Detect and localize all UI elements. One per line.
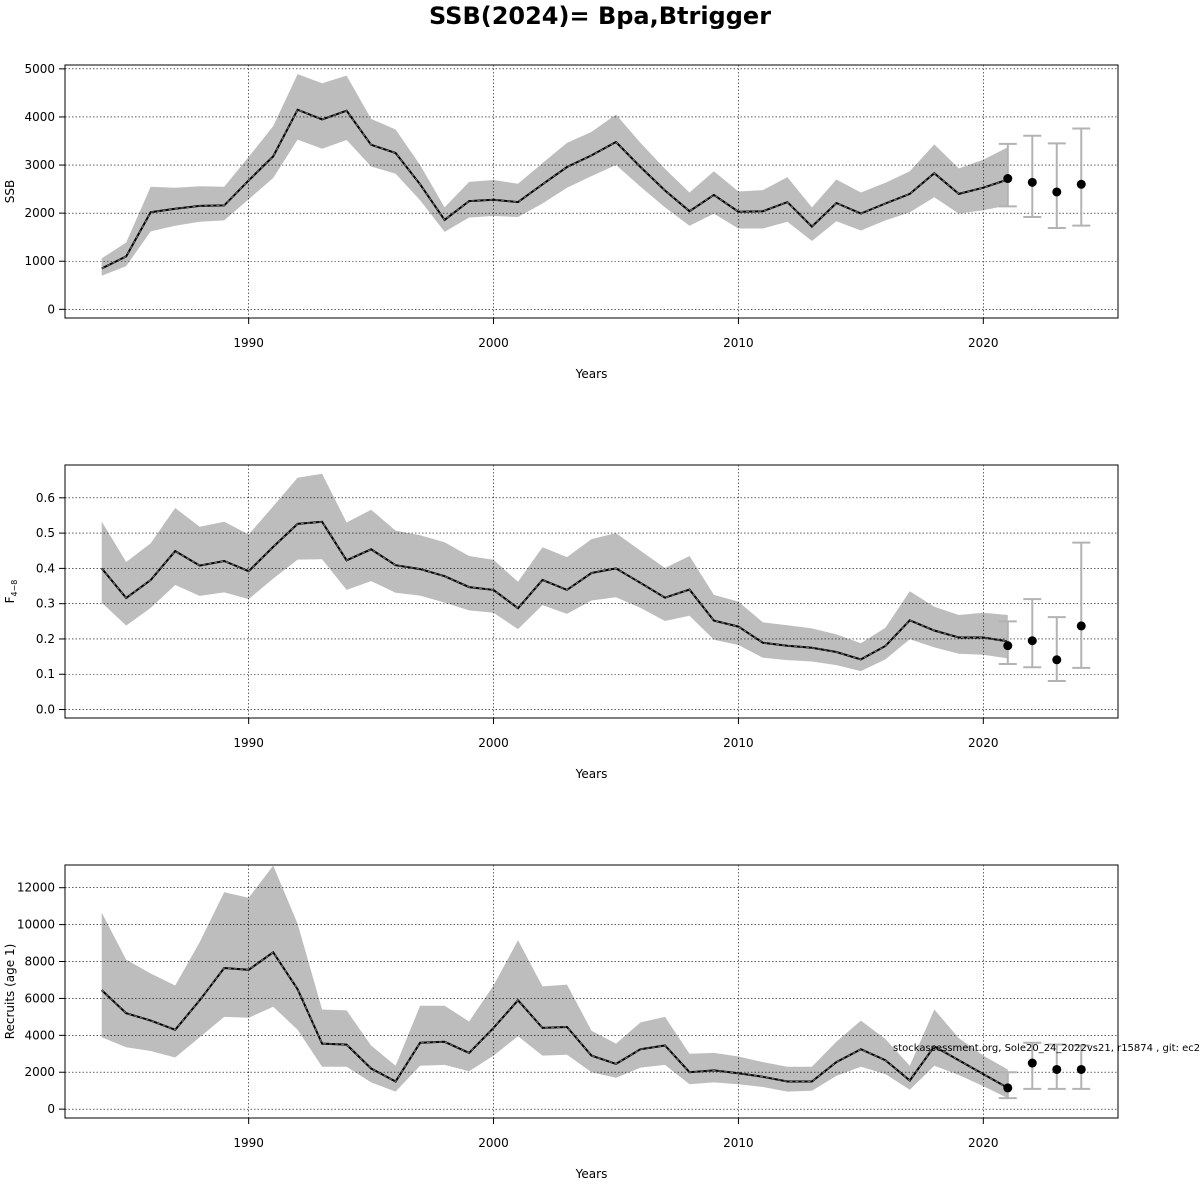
recruitment-y-tick-label: 6000 [24,991,55,1005]
ssb-y-tick-label: 1000 [24,254,55,268]
fbar-y-tick-label: 0.3 [36,597,55,611]
ssb-x-tick-label: 2010 [723,336,754,350]
recruitment-y-tick-label: 10000 [17,918,55,932]
footnote-text: stockassessment.org, Sole20_24_2022vs21,… [893,1043,1200,1054]
ssb-x-tick-label: 2000 [478,336,509,350]
recruitment-x-tick-label: 2020 [968,1136,999,1150]
recruitment-y-axis-title: Recruits (age 1) [3,944,17,1040]
recruitment-x-tick-label: 2000 [478,1136,509,1150]
fbar-y-tick-label: 0.2 [36,632,55,646]
recruitment-y-tick-label: 8000 [24,955,55,969]
fbar-forecast-point [1003,641,1013,651]
fbar-plot-frame [64,464,1119,719]
ssb-forecast-point [1052,187,1062,197]
ssb-x-tick-label: 2020 [968,336,999,350]
ssb-y-tick-label: 5000 [24,62,55,76]
fbar-y-tick-label: 0.0 [36,703,55,717]
ssb-y-tick-label: 3000 [24,158,55,172]
fbar-confidence-band [101,473,1008,672]
ssb-panel: 0 1000 2000 3000 4000 5000 1990 2000 2010 2020 Yea… [3,62,1119,381]
ssb-x-axis-title: Years [575,367,608,381]
recruitment-forecast-point [1076,1064,1086,1074]
ssb-forecast-point [1003,174,1013,184]
fbar-y-tick-label: 0.6 [36,491,55,505]
recruitment-y-tick-label: 12000 [17,881,55,895]
chart-title: SSB(2024)= Bpa,Btrigger [428,2,772,30]
fbar-forecast-point [1027,636,1037,646]
recruitment-panel: 0 2000 4000 6000 8000 10000 12000 1990 2000 2010 2… [3,864,1119,1181]
ssb-plot-frame [64,64,1119,319]
fbar-y-axis-title-subscript: 4−8 [10,580,19,597]
fbar-x-tick-label: 2000 [478,736,509,750]
recruitment-confidence-band [101,865,1008,1099]
fbar-x-tick-label: 1990 [233,736,264,750]
ssb-x-tick-label: 1990 [233,336,264,350]
ssb-estimate-line-dash [101,109,1008,269]
fbar-y-tick-label: 0.1 [36,667,55,681]
recruitment-estimate-line-dash [101,951,1009,1089]
fbar-forecast-point [1052,655,1062,665]
recruitment-x-tick-label: 1990 [233,1136,264,1150]
fbar-x-tick-label: 2010 [723,736,754,750]
fbar-y-axis-title: F4−8 [3,580,19,604]
ssb-y-axis-title: SSB [3,180,17,203]
recruitment-forecast-point [1052,1064,1062,1074]
recruitment-plot-frame [64,864,1119,1119]
recruitment-y-tick-label: 4000 [24,1028,55,1042]
fbar-x-axis-title: Years [575,767,608,781]
recruitment-y-tick-label: 2000 [24,1065,55,1079]
recruitment-x-axis-title: Years [575,1167,608,1181]
ssb-y-tick-label: 4000 [24,110,55,124]
fbar-y-tick-label: 0.5 [36,526,55,540]
ssb-forecast-point [1027,177,1037,187]
fbar-x-tick-label: 2020 [968,736,999,750]
fbar-panel: 0.0 0.1 0.2 0.3 0.4 0.5 0.6 1990 2000 2010 2020 Yea… [3,464,1119,781]
ssb-y-tick-label: 0 [47,302,55,316]
ssb-y-tick-label: 2000 [24,206,55,220]
recruitment-forecast-point [1027,1058,1037,1068]
recruitment-x-tick-label: 2010 [723,1136,754,1150]
fbar-estimate-line-dash [101,521,1008,660]
ssb-forecast-point [1076,179,1086,189]
recruitment-y-tick-label: 0 [47,1102,55,1116]
fbar-y-tick-label: 0.4 [36,561,55,575]
recruitment-forecast-point [1003,1083,1013,1093]
fbar-y-axis-title-main: F [3,596,17,603]
fbar-forecast-point [1076,621,1086,631]
